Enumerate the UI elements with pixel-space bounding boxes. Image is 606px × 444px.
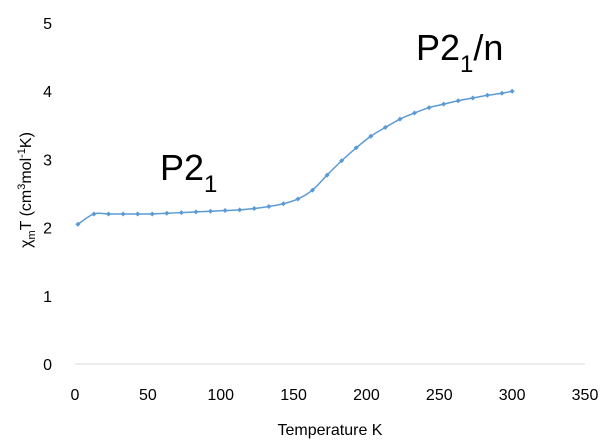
data-point bbox=[91, 211, 97, 217]
data-point bbox=[120, 211, 126, 217]
x-axis-label: Temperature K bbox=[278, 422, 383, 439]
data-point bbox=[295, 196, 301, 202]
data-point bbox=[455, 98, 461, 104]
x-tick-label: 250 bbox=[426, 387, 453, 404]
x-tick-labels: 0 50 100 150 200 250 300 350 bbox=[71, 387, 599, 404]
y-tick-label: 1 bbox=[43, 289, 52, 306]
data-point bbox=[484, 92, 490, 98]
y-tick-labels: 0 1 2 3 4 5 bbox=[43, 16, 52, 374]
data-point bbox=[208, 208, 214, 214]
data-point bbox=[149, 211, 155, 217]
y-axis-label: χmT (cm3mol-1K) bbox=[16, 132, 38, 248]
data-point bbox=[397, 116, 403, 122]
data-point bbox=[222, 208, 228, 214]
data-point bbox=[193, 209, 199, 215]
y-tick-label: 0 bbox=[43, 357, 52, 374]
x-tick-label: 300 bbox=[499, 387, 526, 404]
data-point bbox=[426, 105, 432, 111]
y-tick-label: 4 bbox=[43, 84, 52, 101]
data-point bbox=[499, 90, 505, 96]
y-tick-label: 2 bbox=[43, 221, 52, 238]
data-point bbox=[237, 207, 243, 213]
x-tick-label: 0 bbox=[71, 387, 80, 404]
data-point bbox=[106, 211, 112, 217]
x-tick-label: 100 bbox=[207, 387, 234, 404]
data-point bbox=[353, 145, 359, 151]
data-point bbox=[280, 201, 286, 207]
data-point bbox=[470, 95, 476, 101]
x-tick-label: 200 bbox=[353, 387, 380, 404]
data-point bbox=[324, 172, 330, 178]
data-point bbox=[135, 211, 141, 217]
data-point bbox=[251, 206, 257, 212]
x-tick-label: 150 bbox=[280, 387, 307, 404]
series-line bbox=[77, 90, 513, 225]
series-layer bbox=[75, 88, 515, 227]
data-point bbox=[178, 210, 184, 216]
data-point bbox=[310, 187, 316, 193]
data-point bbox=[266, 203, 272, 209]
data-point bbox=[339, 158, 345, 164]
x-tick-label: 50 bbox=[139, 387, 157, 404]
data-point bbox=[75, 221, 81, 227]
y-tick-label: 5 bbox=[43, 16, 52, 33]
annotation-p21n: P21/n bbox=[416, 27, 503, 78]
y-tick-label: 3 bbox=[43, 152, 52, 169]
data-point bbox=[382, 124, 388, 130]
annotation-p21: P21 bbox=[160, 147, 217, 198]
data-point bbox=[412, 110, 418, 116]
x-tick-label: 350 bbox=[572, 387, 599, 404]
data-point bbox=[509, 88, 515, 94]
data-point bbox=[441, 101, 447, 107]
data-point bbox=[164, 210, 170, 216]
data-point bbox=[368, 133, 374, 139]
